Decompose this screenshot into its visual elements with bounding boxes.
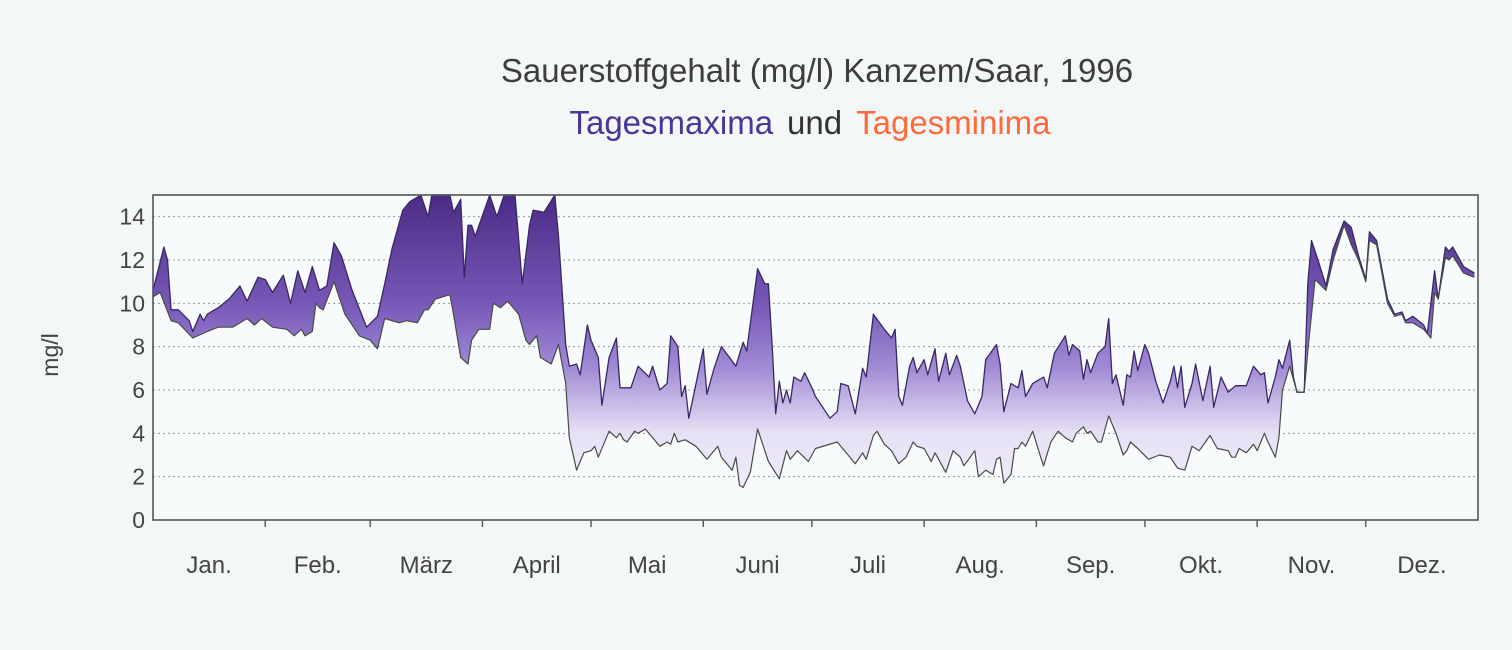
y-axis-label: mg/l: [37, 333, 63, 376]
chart-title: Sauerstoffgehalt (mg/l) Kanzem/Saar, 199…: [501, 52, 1133, 89]
series-line-max: [152, 194, 1475, 419]
y-tick-label: 8: [132, 334, 145, 360]
y-tick-label: 4: [132, 420, 145, 446]
plot-border: [152, 194, 1479, 521]
month-label: Okt.: [1179, 552, 1223, 579]
series-line-min: [152, 224, 1475, 489]
y-tick-label: 2: [132, 464, 145, 490]
y-tick-label: 6: [132, 377, 145, 403]
y-tick-label: 14: [119, 204, 145, 230]
month-label: April: [513, 552, 561, 579]
month-label: Nov.: [1288, 552, 1336, 579]
chart-subtitle: Tagesmaxima und Tagesminima: [569, 104, 1051, 141]
legend-min: Tagesminima: [856, 104, 1051, 141]
plot-area: [153, 195, 1478, 520]
month-label: Mai: [628, 552, 667, 579]
month-label: Juni: [736, 552, 780, 579]
max-area: [153, 195, 1475, 488]
month-label: Dez.: [1397, 552, 1446, 579]
legend-max: Tagesmaxima: [569, 104, 773, 141]
y-tick-label: 10: [119, 290, 145, 316]
month-label: Feb.: [294, 552, 342, 579]
month-label: Juli: [850, 552, 886, 579]
month-label: Jan.: [186, 552, 231, 579]
month-label: Aug.: [956, 552, 1005, 579]
y-tick-label: 0: [132, 507, 145, 533]
month-label: März: [400, 552, 453, 579]
y-tick-label: 12: [119, 247, 145, 273]
legend-and: und: [787, 104, 842, 141]
month-label: Sep.: [1066, 552, 1115, 579]
